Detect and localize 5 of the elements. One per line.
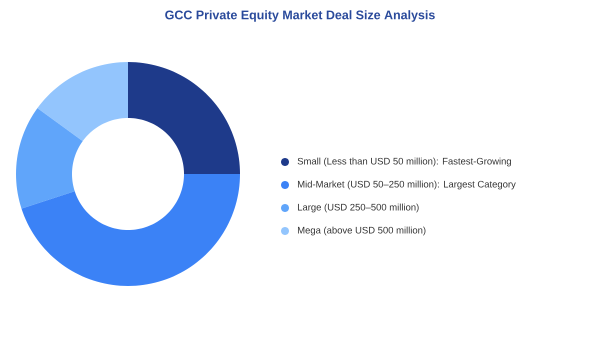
legend-label: Large (USD 250–500 million): [298, 204, 419, 212]
legend-label: Mega (above USD 500 million): [298, 226, 426, 236]
legend-label: Small (Less than USD 50 million): Fastest-Growing: [298, 158, 511, 166]
chart-title: GCC Private Equity Market Deal Size Analysis: [165, 10, 435, 22]
legend-label: Mid-Market (USD 50–250 million): Largest Category: [298, 180, 516, 190]
